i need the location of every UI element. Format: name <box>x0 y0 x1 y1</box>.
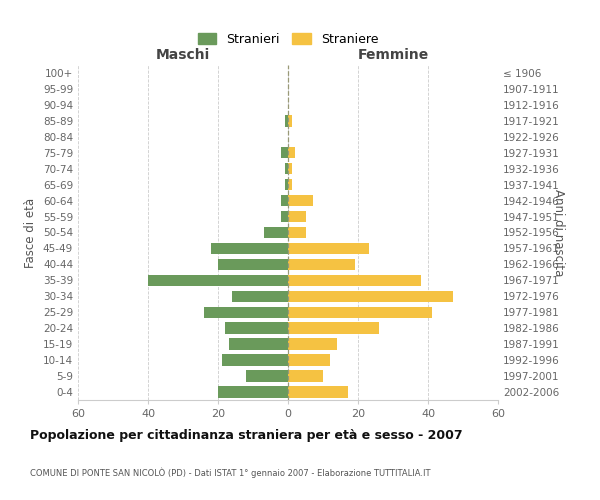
Bar <box>288 179 292 190</box>
Bar <box>288 115 292 126</box>
Bar <box>288 227 305 238</box>
Text: Femmine: Femmine <box>358 48 428 62</box>
Bar <box>288 274 421 286</box>
Bar <box>263 227 288 238</box>
Bar <box>288 242 368 254</box>
Bar <box>288 195 313 206</box>
Bar <box>284 179 288 190</box>
Text: Maschi: Maschi <box>156 48 210 62</box>
Bar <box>288 386 347 398</box>
Bar <box>221 354 288 366</box>
Bar <box>218 386 288 398</box>
Bar <box>288 258 355 270</box>
Bar <box>288 290 452 302</box>
Legend: Stranieri, Straniere: Stranieri, Straniere <box>193 28 383 50</box>
Bar <box>288 370 323 382</box>
Text: COMUNE DI PONTE SAN NICOLÒ (PD) - Dati ISTAT 1° gennaio 2007 - Elaborazione TUTT: COMUNE DI PONTE SAN NICOLÒ (PD) - Dati I… <box>30 467 431 477</box>
Bar <box>288 306 431 318</box>
Bar <box>288 322 379 334</box>
Bar <box>284 115 288 126</box>
Bar <box>225 322 288 334</box>
Bar <box>288 338 337 350</box>
Bar <box>204 306 288 318</box>
Y-axis label: Fasce di età: Fasce di età <box>25 198 37 268</box>
Text: Popolazione per cittadinanza straniera per età e sesso - 2007: Popolazione per cittadinanza straniera p… <box>30 430 463 442</box>
Bar <box>288 211 305 222</box>
Bar <box>232 290 288 302</box>
Bar <box>218 258 288 270</box>
Bar <box>211 242 288 254</box>
Bar <box>148 274 288 286</box>
Bar <box>284 163 288 174</box>
Bar <box>288 354 330 366</box>
Bar <box>229 338 288 350</box>
Y-axis label: Anni di nascita: Anni di nascita <box>552 189 565 276</box>
Bar <box>281 211 288 222</box>
Bar <box>288 147 295 158</box>
Bar <box>281 147 288 158</box>
Bar <box>288 163 292 174</box>
Bar <box>246 370 288 382</box>
Bar <box>281 195 288 206</box>
